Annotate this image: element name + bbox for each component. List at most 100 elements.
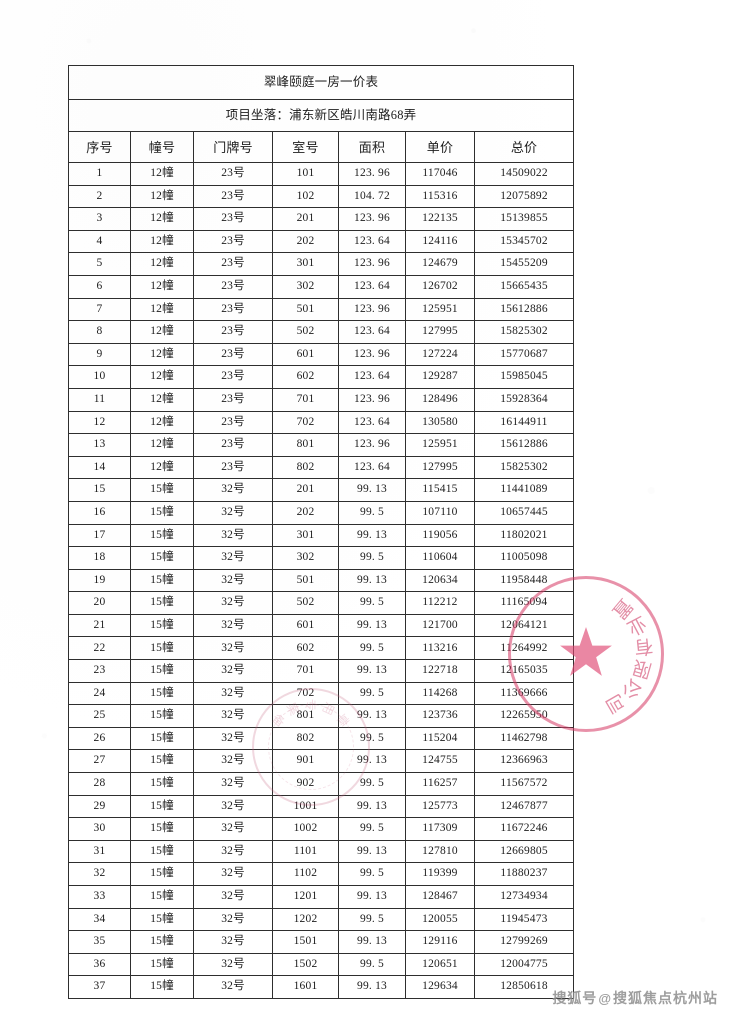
cell-unit-price: 120055 <box>405 907 475 932</box>
cell-door: 32号 <box>193 659 273 683</box>
cell-index: 19 <box>68 568 131 593</box>
cell-area: 99. 13 <box>338 659 406 683</box>
cell-door: 32号 <box>193 500 273 525</box>
table-row: 7 12幢 23号 501 123. 96 125951 15612886 <box>68 297 575 322</box>
cell-door: 32号 <box>193 817 273 841</box>
cell-total-price: 11567572 <box>473 772 575 796</box>
cell-index: 3 <box>68 207 131 231</box>
cell-door: 23号 <box>193 342 273 367</box>
table-row: 26 15幢 32号 802 99. 5 115204 11462798 <box>68 726 575 751</box>
table-row: 33 15幢 32号 1201 99. 13 128467 12734934 <box>68 885 575 909</box>
cell-room: 801 <box>272 433 339 457</box>
cell-door: 23号 <box>193 207 273 231</box>
cell-total-price: 12467877 <box>473 794 575 819</box>
table-row: 29 15幢 32号 1001 99. 13 125773 12467877 <box>68 794 575 819</box>
cell-total-price: 12734934 <box>473 885 575 909</box>
cell-room: 701 <box>272 659 339 683</box>
cell-room: 302 <box>272 546 339 570</box>
cell-total-price: 14509022 <box>473 162 575 186</box>
cell-room: 501 <box>272 297 339 322</box>
cell-building: 15幢 <box>130 772 194 796</box>
cell-room: 302 <box>272 274 339 299</box>
cell-door: 23号 <box>193 297 273 322</box>
cell-index: 12 <box>68 410 131 435</box>
cell-door: 23号 <box>193 387 273 412</box>
table-row: 3 12幢 23号 201 123. 96 122135 15139855 <box>68 207 575 231</box>
cell-building: 12幢 <box>130 229 194 254</box>
cell-building: 15幢 <box>130 839 194 864</box>
cell-door: 32号 <box>193 885 273 909</box>
cell-building: 12幢 <box>130 365 194 389</box>
column-header-unit-price: 单价 <box>405 131 475 163</box>
cell-building: 15幢 <box>130 613 194 638</box>
column-header-door: 门牌号 <box>193 131 273 163</box>
cell-unit-price: 126702 <box>405 274 475 299</box>
cell-area: 123. 64 <box>338 365 406 389</box>
cell-index: 1 <box>68 162 131 186</box>
cell-building: 12幢 <box>130 320 194 344</box>
cell-index: 37 <box>68 975 131 999</box>
table-row: 24 15幢 32号 702 99. 5 114268 11369666 <box>68 681 575 706</box>
cell-area: 99. 5 <box>338 952 406 977</box>
cell-building: 15幢 <box>130 500 194 525</box>
cell-total-price: 12165035 <box>473 659 575 683</box>
table-row: 37 15幢 32号 1601 99. 13 129634 12850618 <box>68 975 575 999</box>
cell-total-price: 15928364 <box>473 387 575 412</box>
cell-building: 15幢 <box>130 749 194 774</box>
cell-room: 702 <box>272 410 339 435</box>
cell-building: 12幢 <box>130 184 194 209</box>
cell-area: 123. 64 <box>338 274 406 299</box>
table-row: 5 12幢 23号 301 123. 96 124679 15455209 <box>68 252 575 276</box>
table-header-row: 序号 幢号 门牌号 室号 面积 单价 总价 <box>68 131 575 163</box>
cell-building: 12幢 <box>130 252 194 276</box>
cell-unit-price: 129116 <box>405 930 475 954</box>
cell-door: 23号 <box>193 433 273 457</box>
cell-unit-price: 130580 <box>405 410 475 435</box>
cell-building: 15幢 <box>130 681 194 706</box>
cell-total-price: 15770687 <box>473 342 575 367</box>
table-row: 6 12幢 23号 302 123. 64 126702 15665435 <box>68 274 575 299</box>
cell-index: 17 <box>68 523 131 548</box>
column-header-area: 面积 <box>338 131 406 163</box>
cell-index: 18 <box>68 546 131 570</box>
cell-area: 123. 64 <box>338 410 406 435</box>
table-row: 9 12幢 23号 601 123. 96 127224 15770687 <box>68 342 575 367</box>
table-row: 30 15幢 32号 1002 99. 5 117309 11672246 <box>68 817 575 841</box>
cell-area: 123. 64 <box>338 320 406 344</box>
cell-building: 15幢 <box>130 952 194 977</box>
cell-area: 99. 5 <box>338 772 406 796</box>
cell-area: 99. 13 <box>338 704 406 728</box>
cell-door: 23号 <box>193 229 273 254</box>
cell-area: 123. 64 <box>338 455 406 480</box>
cell-index: 23 <box>68 659 131 683</box>
cell-room: 1202 <box>272 907 339 932</box>
table-row: 17 15幢 32号 301 99. 13 119056 11802021 <box>68 523 575 548</box>
cell-unit-price: 125951 <box>405 297 475 322</box>
table-row: 21 15幢 32号 601 99. 13 121700 12064121 <box>68 613 575 638</box>
cell-total-price: 15612886 <box>473 297 575 322</box>
cell-door: 32号 <box>193 952 273 977</box>
cell-unit-price: 115204 <box>405 726 475 751</box>
cell-total-price: 12799269 <box>473 930 575 954</box>
cell-unit-price: 122135 <box>405 207 475 231</box>
cell-area: 99. 13 <box>338 749 406 774</box>
cell-area: 99. 5 <box>338 817 406 841</box>
cell-room: 601 <box>272 342 339 367</box>
cell-room: 201 <box>272 207 339 231</box>
cell-room: 101 <box>272 162 339 186</box>
cell-total-price: 11462798 <box>473 726 575 751</box>
cell-door: 23号 <box>193 274 273 299</box>
watermark-at-icon: @ <box>598 990 612 1006</box>
cell-building: 15幢 <box>130 862 194 886</box>
cell-total-price: 11369666 <box>473 681 575 706</box>
cell-building: 12幢 <box>130 387 194 412</box>
cell-total-price: 15139855 <box>473 207 575 231</box>
cell-total-price: 15665435 <box>473 274 575 299</box>
cell-unit-price: 122718 <box>405 659 475 683</box>
cell-index: 2 <box>68 184 131 209</box>
cell-index: 36 <box>68 952 131 977</box>
cell-total-price: 15985045 <box>473 365 575 389</box>
cell-area: 123. 96 <box>338 433 406 457</box>
cell-building: 12幢 <box>130 207 194 231</box>
cell-room: 701 <box>272 387 339 412</box>
